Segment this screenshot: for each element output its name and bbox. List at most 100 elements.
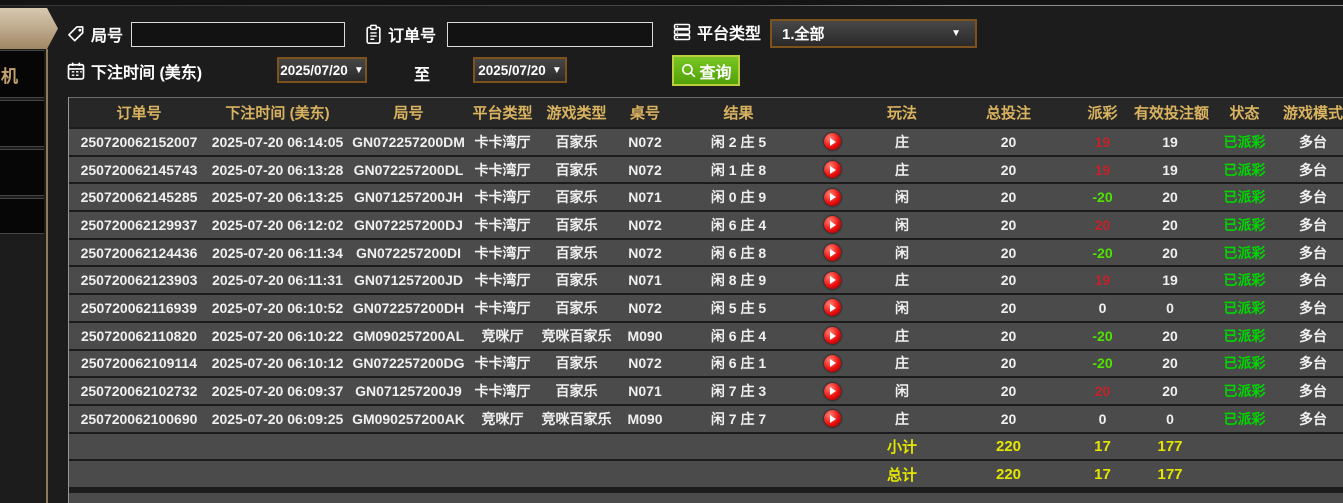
cell-payout: -20 <box>1092 327 1113 344</box>
cell-total-bet: 20 <box>1000 383 1017 400</box>
platform-type-select[interactable]: 1.全部 ▼ <box>770 19 977 48</box>
cell-result: 闲 6 庄 4 <box>710 216 767 233</box>
play-video-button[interactable] <box>823 161 841 179</box>
cell-total-bet: 20 <box>1000 327 1017 344</box>
subtotal-total-bet: 220 <box>995 437 1022 455</box>
platform-type-label: 平台类型 <box>697 26 762 43</box>
cell-round-no: GN072257200DJ <box>354 216 463 233</box>
cell-total-bet: 20 <box>1000 133 1017 150</box>
cell-game-type: 百家乐 <box>555 272 598 289</box>
cell-result: 闲 1 庄 8 <box>710 161 767 178</box>
cell-payout: 20 <box>1094 216 1111 233</box>
cell-payout: -20 <box>1092 189 1113 206</box>
cell-game-mode: 多台 <box>1299 355 1327 372</box>
cell-game-type: 竞咪百家乐 <box>541 327 612 344</box>
play-video-button[interactable] <box>823 133 841 151</box>
cell-total-bet: 20 <box>1000 244 1017 261</box>
cell-play-type: 闲 <box>895 216 909 233</box>
total-label: 总计 <box>886 466 917 484</box>
play-video-button[interactable] <box>823 216 841 234</box>
cell-bet-time: 2025-07-20 06:09:37 <box>211 383 344 400</box>
header-platform: 平台类型 <box>472 105 533 122</box>
cell-bet-time: 2025-07-20 06:09:25 <box>211 410 344 427</box>
cell-game-type: 百家乐 <box>555 216 598 233</box>
cell-table-no: M090 <box>627 327 663 344</box>
cell-valid-bet: 19 <box>1162 133 1178 150</box>
play-video-button[interactable] <box>823 188 841 206</box>
date-from-picker[interactable]: 2025/07/20 ▼ <box>277 57 367 83</box>
cell-game-mode: 多台 <box>1299 189 1327 206</box>
cell-round-no: GN071257200J9 <box>355 383 462 400</box>
cell-valid-bet: 19 <box>1162 272 1178 289</box>
table-rows: 250720062152007 2025-07-20 06:14:05 GN07… <box>69 129 1343 432</box>
cell-valid-bet: 20 <box>1162 244 1178 261</box>
table-row: 250720062124436 2025-07-20 06:11:34 GN07… <box>69 239 1343 266</box>
header-game-type: 游戏类型 <box>546 105 607 122</box>
cell-play-type: 闲 <box>895 299 909 316</box>
subtotal-payout: 17 <box>1094 437 1111 455</box>
cell-order-no: 250720062152007 <box>80 133 198 150</box>
play-video-button[interactable] <box>823 271 841 289</box>
play-video-button[interactable] <box>823 382 841 400</box>
table-row: 250720062109114 2025-07-20 06:10:12 GN07… <box>69 350 1343 377</box>
play-video-button[interactable] <box>823 410 841 428</box>
cell-platform: 卡卡湾厅 <box>474 299 531 316</box>
cell-order-no: 250720062145743 <box>80 161 198 178</box>
sidebar-item-2[interactable] <box>0 100 44 147</box>
cell-game-mode: 多台 <box>1299 244 1327 261</box>
cell-payout: 0 <box>1098 299 1107 316</box>
cell-play-video <box>806 406 858 432</box>
cell-play-type: 庄 <box>895 410 909 427</box>
round-no-input[interactable] <box>131 22 345 47</box>
cell-valid-bet: 0 <box>1166 410 1174 427</box>
empty-table-row <box>69 492 1343 503</box>
cell-order-no: 250720062110820 <box>80 327 198 344</box>
table-row: 250720062129937 2025-07-20 06:12:02 GN07… <box>69 212 1343 238</box>
cell-round-no: GN071257200JH <box>354 189 463 206</box>
cell-play-type: 庄 <box>895 272 909 289</box>
cell-result: 闲 0 庄 9 <box>710 189 767 206</box>
cell-play-video <box>806 378 858 404</box>
chevron-down-icon: ▼ <box>353 64 364 76</box>
cell-play-video <box>806 295 858 321</box>
play-video-button[interactable] <box>823 244 841 262</box>
cell-game-mode: 多台 <box>1299 410 1327 427</box>
clipboard-icon <box>364 24 383 45</box>
play-video-button[interactable] <box>823 327 841 345</box>
order-no-input[interactable] <box>447 22 653 47</box>
query-button[interactable]: 查询 <box>672 55 740 86</box>
cell-order-no: 250720062100690 <box>80 410 198 427</box>
cell-play-video <box>806 323 858 349</box>
cell-platform: 卡卡湾厅 <box>474 133 531 150</box>
cell-game-type: 百家乐 <box>555 383 598 400</box>
total-row: 总计 220 17 177 <box>69 461 1343 487</box>
cell-game-mode: 多台 <box>1299 161 1327 178</box>
sidebar-item-3[interactable] <box>0 149 44 196</box>
cell-bet-time: 2025-07-20 06:13:28 <box>211 161 344 178</box>
date-to-picker[interactable]: 2025/07/20 ▼ <box>473 57 567 83</box>
header-table-no: 桌号 <box>629 105 660 122</box>
round-no-filter: 局号 <box>66 20 123 48</box>
cell-status: 已派彩 <box>1223 133 1266 150</box>
table-row: 250720062110820 2025-07-20 06:10:22 GM09… <box>69 322 1343 349</box>
cell-payout: 19 <box>1094 161 1111 178</box>
cell-round-no: GM090257200AK <box>352 410 465 427</box>
order-no-filter: 订单号 <box>364 20 436 48</box>
cell-order-no: 250720062102732 <box>80 383 198 400</box>
play-video-button[interactable] <box>823 299 841 317</box>
cell-bet-time: 2025-07-20 06:13:25 <box>211 189 344 206</box>
sidebar-active-tab[interactable] <box>0 8 58 49</box>
header-game-mode: 游戏模式 <box>1283 105 1343 122</box>
cell-total-bet: 20 <box>1000 272 1017 289</box>
cell-platform: 卡卡湾厅 <box>474 189 531 206</box>
cell-status: 已派彩 <box>1223 327 1266 344</box>
sidebar-divider <box>46 49 48 503</box>
play-video-button[interactable] <box>823 354 841 372</box>
sidebar-item-4[interactable] <box>0 198 44 234</box>
cell-order-no: 250720062123903 <box>80 272 198 289</box>
header-total-bet: 总投注 <box>985 105 1031 122</box>
cell-table-no: N071 <box>628 383 662 400</box>
play-icon <box>830 387 836 396</box>
cell-play-type: 庄 <box>895 133 909 150</box>
sidebar-item-machine[interactable]: 机 <box>0 50 44 98</box>
